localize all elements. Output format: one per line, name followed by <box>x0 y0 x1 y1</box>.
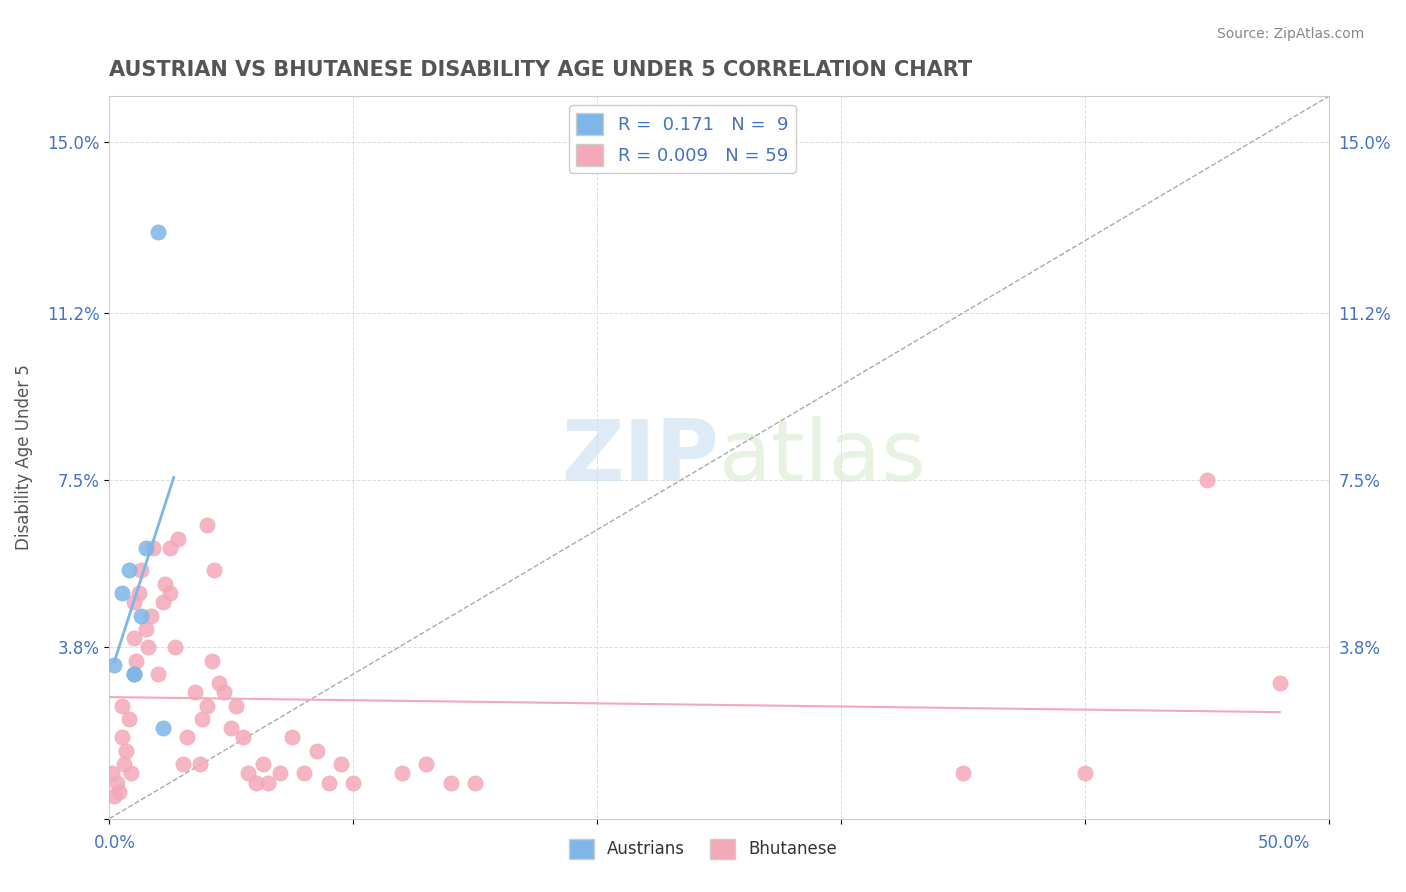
Point <box>183 685 205 699</box>
Point <box>195 698 218 713</box>
Point <box>110 698 132 713</box>
Point <box>330 757 353 772</box>
Point <box>208 676 231 690</box>
Point <box>245 775 267 789</box>
Point <box>391 766 413 780</box>
Point <box>238 766 260 780</box>
Point <box>201 654 224 668</box>
Point <box>232 731 254 745</box>
Point <box>440 775 463 789</box>
Point <box>125 654 148 668</box>
Point <box>305 744 328 758</box>
Point <box>188 757 211 772</box>
Point <box>112 757 135 772</box>
Point <box>269 766 291 780</box>
Point <box>155 577 177 591</box>
Point <box>146 667 169 681</box>
Point <box>191 712 214 726</box>
Legend: R =  0.171   N =  9, R = 0.009   N = 59: R = 0.171 N = 9, R = 0.009 N = 59 <box>569 105 796 173</box>
Point <box>105 775 128 789</box>
Point <box>128 586 150 600</box>
Point <box>172 757 194 772</box>
Point <box>122 667 145 681</box>
Text: 50.0%: 50.0% <box>1258 834 1310 852</box>
Text: ZIP: ZIP <box>561 416 718 499</box>
Point <box>195 518 218 533</box>
Y-axis label: Disability Age Under 5: Disability Age Under 5 <box>15 365 32 550</box>
Point <box>129 608 152 623</box>
Point <box>212 685 235 699</box>
Point <box>257 775 280 789</box>
Point <box>159 541 181 555</box>
Text: atlas: atlas <box>718 416 927 499</box>
Point <box>146 225 169 239</box>
Point <box>139 608 162 623</box>
Point <box>281 731 304 745</box>
Point <box>103 658 125 673</box>
Point <box>318 775 340 789</box>
Point <box>120 766 142 780</box>
Point <box>225 698 247 713</box>
Point <box>952 766 974 780</box>
Point <box>108 784 131 798</box>
Text: Source: ZipAtlas.com: Source: ZipAtlas.com <box>1216 27 1364 41</box>
Point <box>202 563 225 577</box>
Point <box>252 757 274 772</box>
Point <box>110 586 132 600</box>
Point <box>1268 676 1291 690</box>
Point <box>219 722 242 736</box>
Point <box>110 731 132 745</box>
Point <box>122 595 145 609</box>
Point <box>159 586 181 600</box>
Point <box>101 766 124 780</box>
Text: AUSTRIAN VS BHUTANESE DISABILITY AGE UNDER 5 CORRELATION CHART: AUSTRIAN VS BHUTANESE DISABILITY AGE UND… <box>110 60 973 79</box>
Point <box>342 775 364 789</box>
Point <box>415 757 437 772</box>
Point <box>166 532 188 546</box>
Point <box>135 622 157 636</box>
Point <box>176 731 198 745</box>
Point <box>142 541 165 555</box>
Point <box>1195 473 1218 487</box>
Point <box>118 563 141 577</box>
Point <box>129 563 152 577</box>
Point <box>152 595 174 609</box>
Point <box>103 789 125 803</box>
Point <box>118 712 141 726</box>
Point <box>138 640 160 654</box>
Point <box>294 766 316 780</box>
Point <box>135 541 157 555</box>
Point <box>1073 766 1095 780</box>
Point <box>122 667 145 681</box>
Text: 0.0%: 0.0% <box>94 834 136 852</box>
Point <box>115 744 138 758</box>
Point <box>464 775 486 789</box>
Point <box>122 631 145 645</box>
Legend: Austrians, Bhutanese: Austrians, Bhutanese <box>562 832 844 866</box>
Point <box>152 722 174 736</box>
Point <box>165 640 187 654</box>
